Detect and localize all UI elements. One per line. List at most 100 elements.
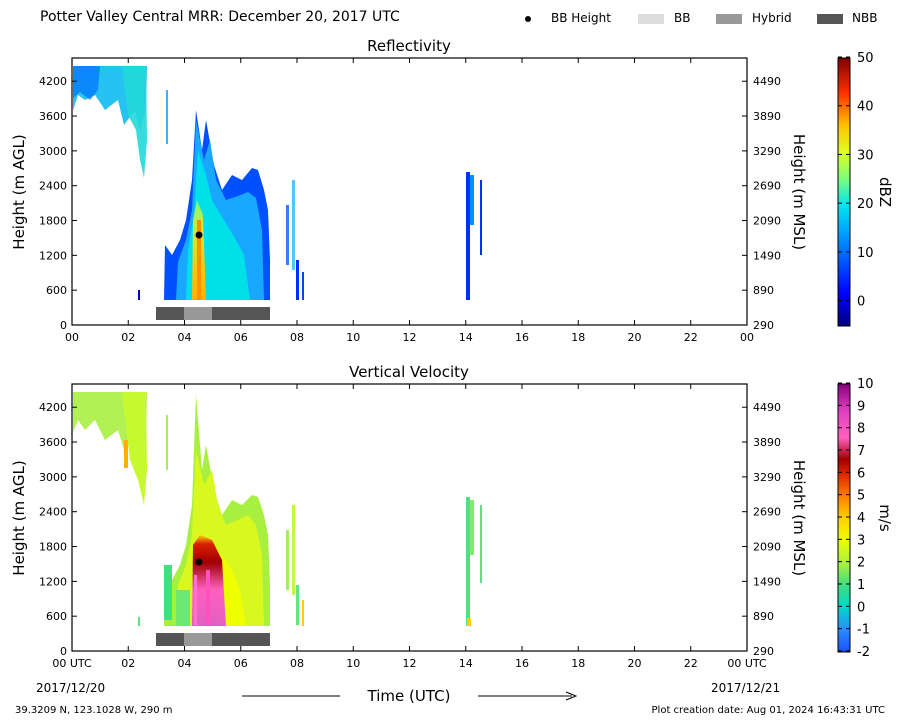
velocity-field	[73, 392, 482, 626]
x-tick-label: 00	[65, 331, 79, 344]
x-tick-label: 14	[459, 657, 473, 670]
y-tick-label-right: 3890	[753, 436, 781, 449]
colorbar-tick-label: 0	[857, 600, 865, 615]
colorbar-tick-label: 10	[857, 246, 874, 261]
colorbar-tick-label: 40	[857, 100, 874, 115]
x-tick-label: 10	[346, 657, 360, 670]
y-tick-label: 600	[46, 610, 67, 623]
y-tick-label: 1800	[39, 215, 67, 228]
x-tick-label: 02	[121, 331, 135, 344]
end-date: 2017/12/21	[711, 681, 781, 695]
colorbar-tick-label: -1	[857, 623, 870, 638]
bb-type-segment-hybrid	[184, 633, 212, 646]
bb-type-segment-nbb	[212, 633, 270, 646]
start-date: 2017/12/20	[36, 681, 106, 695]
x-tick-label: 00	[740, 331, 754, 344]
bb-legend-swatch	[638, 14, 664, 24]
colorbar-tick-label: -2	[857, 645, 870, 660]
x-tick-label: 06	[234, 657, 248, 670]
colorbar-tick-label: 4	[857, 511, 865, 526]
y-tick-label: 3000	[39, 145, 67, 158]
y-tick-label-right: 4490	[753, 401, 781, 414]
reflectivity-colorbar	[837, 57, 851, 327]
bb-type-segment-nbb	[156, 633, 184, 646]
colorbar-tick-label: 2	[857, 556, 865, 571]
bb-legend: BB Height BB Hybrid NBB	[520, 11, 900, 27]
velocity-colorbar-label: m/s	[876, 504, 894, 532]
y-tick-label: 2400	[39, 506, 67, 519]
x-tick-label: 08	[290, 331, 304, 344]
velocity-y-label: Height (m AGL)	[10, 460, 28, 575]
y-tick-label: 3600	[39, 110, 67, 123]
y-tick-label: 1800	[39, 541, 67, 554]
y-tick-label-right: 2090	[753, 215, 781, 228]
y-tick-label: 4200	[39, 401, 67, 414]
page-title: Potter Valley Central MRR: December 20, …	[40, 9, 400, 25]
velocity-colorbar-ticks: -2 -1 0 1 2 3 4 5 6 7 8 9 10	[838, 377, 874, 660]
x-tick-label: 12	[403, 657, 417, 670]
y-tick-label-right: 3290	[753, 145, 781, 158]
colorbar-tick-label: 7	[857, 444, 865, 459]
y-tick-label-right: 290	[753, 645, 774, 658]
nbb-legend-swatch	[817, 14, 843, 24]
y-tick-label: 1200	[39, 249, 67, 262]
x-tick-label: 04	[178, 331, 192, 344]
y-tick-label: 0	[60, 645, 67, 658]
plot-creation-date: Plot creation date: Aug 01, 2024 16:43:3…	[651, 705, 885, 716]
colorbar-tick-label: 5	[857, 489, 865, 504]
colorbar-tick-label: 50	[857, 51, 874, 66]
y-tick-label-right: 3290	[753, 471, 781, 484]
y-tick-label-right: 1490	[753, 249, 781, 262]
station-location: 39.3209 N, 123.1028 W, 290 m	[15, 705, 173, 716]
bb-height-legend-marker	[525, 16, 531, 22]
x-tick-label: 14	[459, 331, 473, 344]
legend-label-hybrid: Hybrid	[752, 11, 792, 25]
colorbar-tick-label: 1	[857, 578, 865, 593]
legend-label-bb-height: BB Height	[551, 11, 611, 25]
x-tick-label: 08	[290, 657, 304, 670]
x-tick-label: 20	[628, 657, 642, 670]
y-tick-label: 0	[60, 319, 67, 332]
colorbar-tick-label: 10	[857, 377, 874, 392]
colorbar-tick-label: 9	[857, 399, 865, 414]
bb-type-segment-hybrid	[184, 307, 212, 320]
reflectivity-title: Reflectivity	[367, 37, 451, 55]
y-tick-label-right: 2690	[753, 506, 781, 519]
y-tick-label: 600	[46, 284, 67, 297]
colorbar-tick-label: 6	[857, 466, 865, 481]
x-tick-label: 22	[684, 657, 698, 670]
y-tick-label-right: 890	[753, 284, 774, 297]
y-tick-label-right: 2690	[753, 180, 781, 193]
reflectivity-colorbar-ticks: 0 10 20 30 40 50	[838, 51, 874, 310]
reflectivity-field	[73, 66, 482, 300]
colorbar-tick-label: 8	[857, 422, 865, 437]
velocity-title: Vertical Velocity	[349, 363, 469, 381]
x-axis-label: Time (UTC)	[367, 687, 451, 705]
arrow-right-icon	[565, 691, 578, 701]
x-tick-label: 04	[178, 657, 192, 670]
velocity-panel: Vertical Velocity	[10, 363, 894, 670]
velocity-colorbar	[837, 383, 851, 653]
colorbar-tick-label: 30	[857, 148, 874, 163]
x-tick-label: 20	[628, 331, 642, 344]
velocity-axes: 0 600 1200 1800 2400 3000 3600 4200 290 890 1490 20…	[39, 384, 781, 670]
velocity-y-label-right: Height (m MSL)	[790, 460, 808, 576]
reflectivity-y-label: Height (m AGL)	[10, 134, 28, 249]
y-tick-label-right: 4490	[753, 75, 781, 88]
y-tick-label: 2400	[39, 180, 67, 193]
y-tick-label-right: 2090	[753, 541, 781, 554]
reflectivity-y-label-right: Height (m MSL)	[790, 134, 808, 250]
x-tick-label: 06	[234, 331, 248, 344]
y-tick-label: 3000	[39, 471, 67, 484]
colorbar-tick-label: 20	[857, 197, 874, 212]
bb-type-segment-nbb	[156, 307, 184, 320]
x-tick-label: 18	[571, 657, 585, 670]
x-tick-label: 16	[515, 331, 529, 344]
legend-label-bb: BB	[674, 11, 691, 25]
y-tick-label: 3600	[39, 436, 67, 449]
x-tick-label: 00 UTC	[727, 657, 767, 670]
x-tick-label: 16	[515, 657, 529, 670]
y-tick-label-right: 290	[753, 319, 774, 332]
y-tick-label-right: 1490	[753, 575, 781, 588]
